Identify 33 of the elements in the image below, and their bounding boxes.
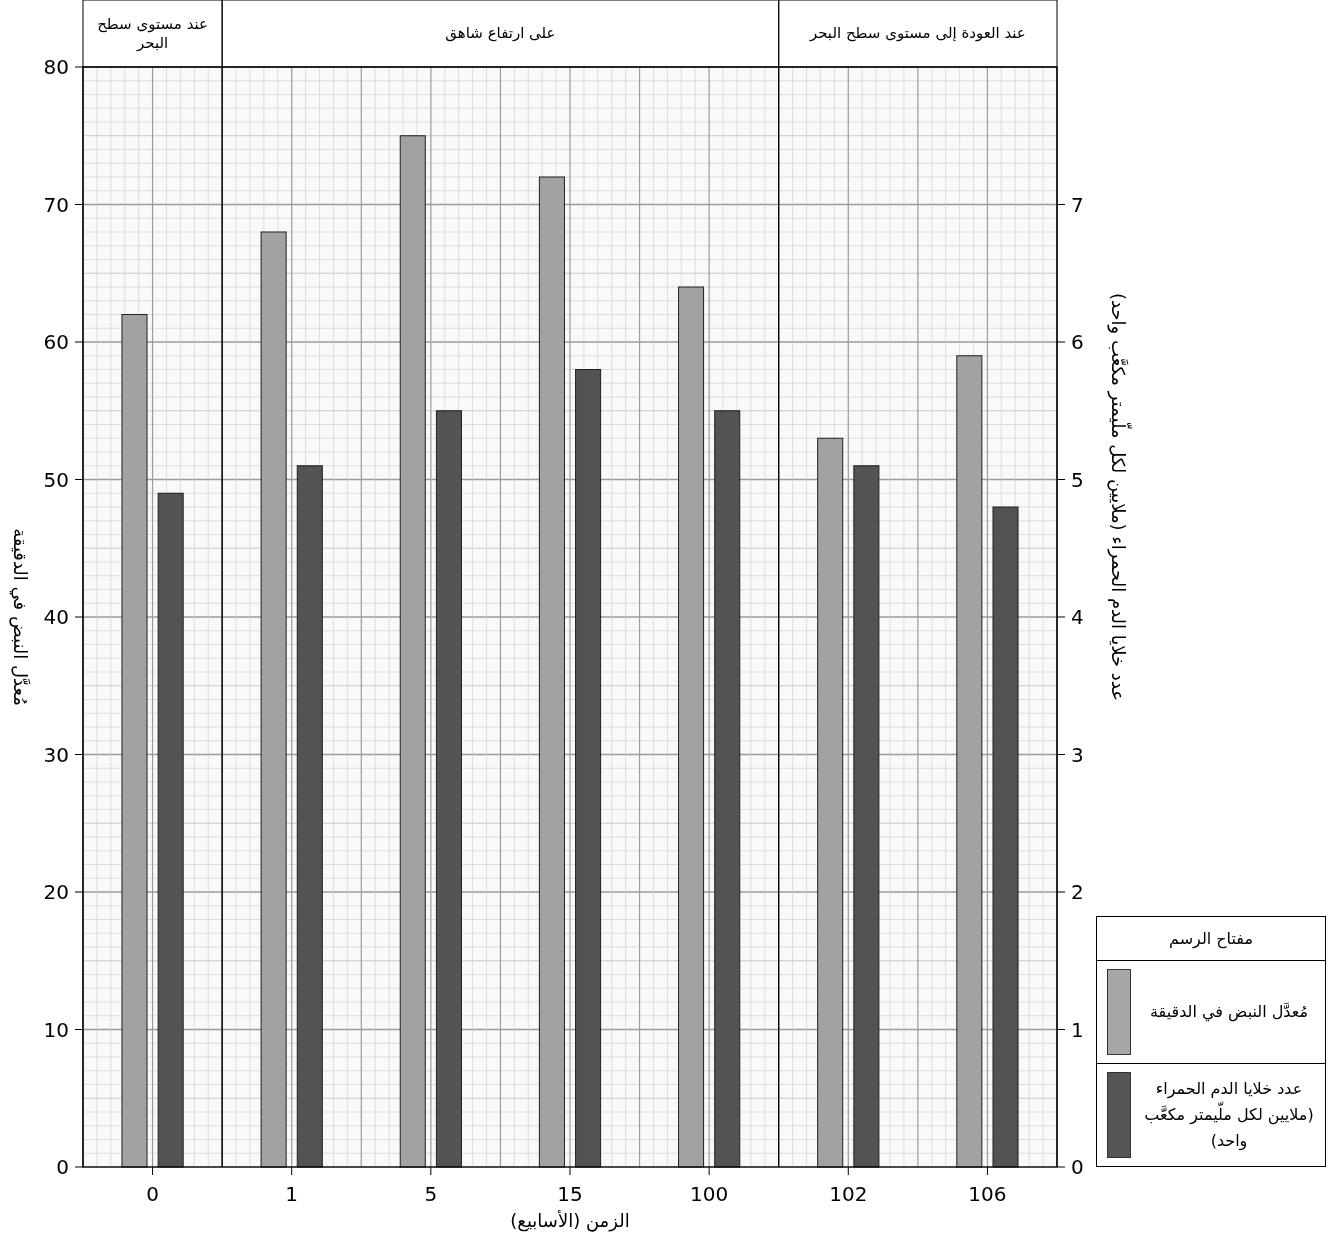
y-axis-title: مُعدَّل النبض في الدقيقة: [9, 528, 32, 706]
y2-tick-label: 7: [1071, 192, 1084, 217]
y2-tick-label: 1: [1071, 1017, 1084, 1042]
text: مُعدَّل النبض في الدقيقة: [1149, 1001, 1309, 1024]
x-tick-label: 102: [829, 1182, 868, 1206]
y-tick-label: 0: [56, 1155, 69, 1179]
y2-tick-label: 0: [1071, 1155, 1084, 1179]
y2-tick-label: 5: [1071, 467, 1084, 492]
x-tick-label: 15: [557, 1182, 583, 1206]
x-tick-label: 106: [968, 1182, 1007, 1206]
band-label: عند العودة إلى مستوى سطح البحر: [808, 23, 1027, 44]
y-tick-label: 30: [43, 742, 69, 767]
x-tick-label: 0: [146, 1182, 159, 1206]
band-label: على ارتفاع شاهق: [444, 23, 557, 44]
text: عدد خلايا الدم الحمراء (ملايين لكل ملّيمتر مكعَّب واحد): [1143, 1078, 1315, 1153]
band-label: عند مستوى سطح البحر: [96, 13, 209, 54]
y2-tick-label: 4: [1071, 605, 1084, 629]
y2-tick-label: 3: [1071, 742, 1084, 767]
y-tick-label: 20: [43, 880, 69, 904]
y2-axis-title: عدد خلايا الدم الحمراء (ملايين لكل ملّيمتر مكعَّب واحد): [1107, 293, 1132, 701]
y2-tick-label: 2: [1071, 880, 1084, 904]
x-tick-label: 100: [690, 1182, 729, 1206]
y-tick-label: 80: [43, 55, 69, 79]
y-tick-label: 40: [43, 605, 69, 629]
y-tick-label: 50: [43, 467, 69, 492]
y2-tick-label: 6: [1071, 330, 1084, 354]
x-tick-label: 1: [285, 1182, 299, 1206]
y-tick-label: 70: [43, 192, 69, 217]
x-axis-title: الزمن (الأسابيع): [510, 1210, 630, 1232]
x-tick-label: 5: [424, 1182, 438, 1206]
legend-title: مفتاح الرسم: [1168, 928, 1254, 951]
y-tick-label: 60: [43, 330, 69, 354]
y-tick-label: 10: [43, 1017, 69, 1042]
